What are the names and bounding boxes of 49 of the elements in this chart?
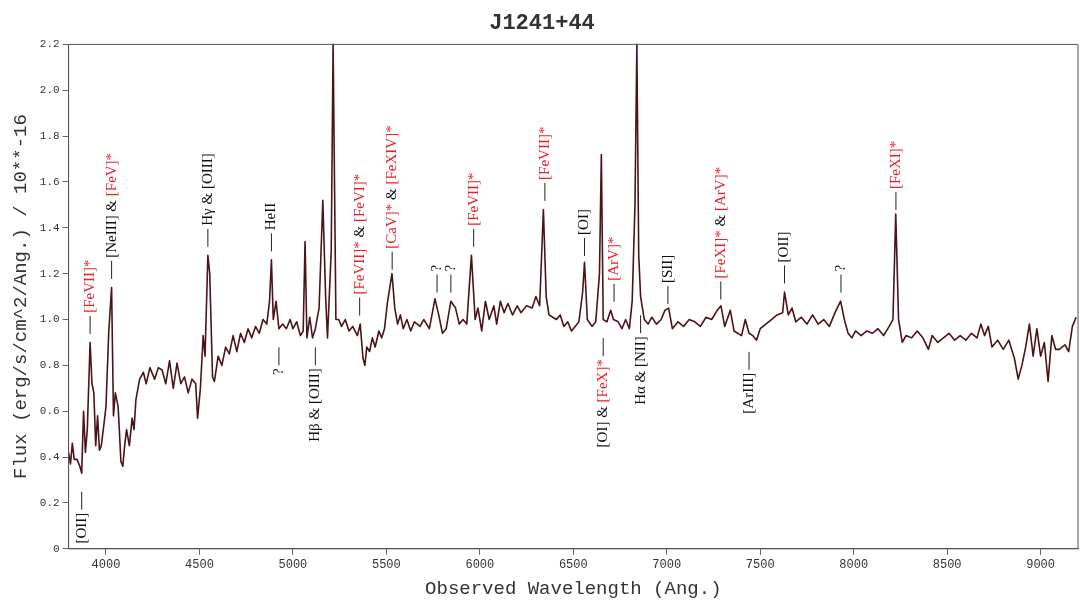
annotation: [FeXI]* & [ArV]* [711, 166, 728, 279]
annotation: [CaV]* & [FeXIV]* [383, 125, 400, 249]
annotation: Hα & [NII] [631, 336, 648, 405]
annotation: [FeXI]* [886, 140, 903, 190]
y-tick-label: 2.2 [39, 38, 60, 51]
annotation: [FeVII]* & [FeVI]* [350, 173, 367, 295]
x-tick-label: 8000 [839, 558, 869, 573]
annotation: [OII] [72, 512, 89, 544]
annotation: [NeIII] & [FeV]* [102, 152, 119, 258]
x-tick-label: 5500 [371, 558, 401, 573]
x-axis-title: Observed Wavelength (Ang.) [425, 577, 722, 600]
x-tick-label: 4000 [91, 558, 121, 573]
annotation: ? [441, 264, 458, 272]
annotation: ? [269, 367, 286, 375]
annotation: ? [427, 264, 444, 272]
y-tick-label: 1.8 [39, 130, 60, 143]
y-tick-label: 1.4 [39, 221, 60, 234]
y-tick-label: 0 [52, 542, 60, 555]
y-tick-label: 0.8 [39, 359, 60, 372]
annotation: [SII] [658, 254, 675, 284]
y-axis-title: Flux (erg/s/cm^2/Ang.) / 10**-16 [10, 114, 33, 480]
annotation: ? [831, 264, 848, 272]
chart-title: J1241+44 [489, 10, 595, 36]
x-tick-label: 8500 [932, 558, 962, 573]
x-tick-label: 7000 [652, 558, 682, 573]
x-tick-label: 5000 [278, 558, 308, 573]
annotation: [OI] & [FeX]* [594, 359, 611, 448]
x-tick-label: 6500 [558, 558, 588, 573]
annotation: [FeVII]* [464, 172, 481, 226]
annotation: [FeVII]* [535, 126, 552, 180]
x-tick-label: 7500 [745, 558, 775, 573]
x-tick-label: 4500 [185, 558, 214, 573]
x-tick-label: 9000 [1026, 558, 1056, 573]
y-tick-label: 0.6 [39, 405, 60, 418]
y-tick-label: 2.0 [39, 84, 60, 97]
annotation: [OII] [775, 231, 792, 263]
annotation: [OI] [575, 209, 592, 235]
annotation: [ArV]* [604, 236, 621, 281]
annotation: [FeVII]* [81, 259, 98, 313]
y-tick-label: 0.2 [39, 496, 60, 509]
annotation: [ArIII] [739, 372, 756, 414]
y-tick-label: 1.6 [39, 175, 60, 188]
annotation: HeII [262, 202, 279, 231]
annotation: Hβ & [OIII] [306, 368, 323, 442]
annotation: Hγ & [OIII] [198, 153, 215, 226]
y-tick-label: 1.0 [39, 313, 60, 326]
y-tick-label: 0.4 [39, 451, 60, 463]
y-tick-label: 1.2 [39, 267, 60, 280]
x-tick-label: 6000 [465, 558, 495, 573]
